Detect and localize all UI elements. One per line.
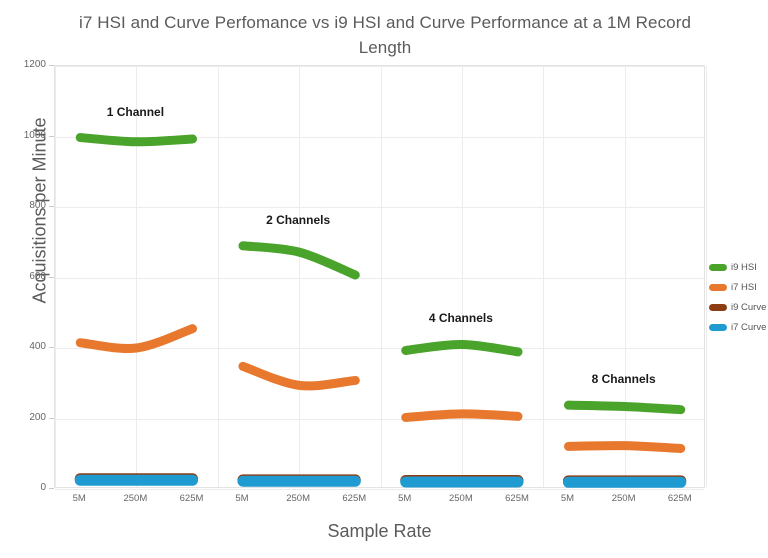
group-label-2-channels: 2 Channels <box>266 212 331 227</box>
series-line-i7-hsi <box>238 361 360 391</box>
gridline-vertical <box>380 66 382 487</box>
y-tick-mark <box>49 276 54 278</box>
group-label-4-channels: 4 Channels <box>428 311 493 326</box>
series-line-i7-hsi <box>75 324 198 353</box>
y-tick-mark <box>49 347 54 348</box>
x-tick-label: 5M <box>72 493 86 504</box>
x-tick-label: 250M <box>286 493 310 504</box>
gridline-horizontal <box>55 277 704 279</box>
y-tick-label: 1200 <box>23 59 46 70</box>
gridline-horizontal <box>55 207 704 208</box>
x-tick-label: 250M <box>448 493 473 504</box>
group-label-1-channel: 1 Channel <box>106 104 165 119</box>
x-tick-label: 625M <box>342 493 367 504</box>
legend-label: i9 HSI <box>731 261 757 273</box>
legend-item-i9-curve[interactable]: i9 Curve <box>709 298 767 316</box>
series-line-i9-hsi <box>75 133 198 147</box>
gridline-vertical <box>543 66 545 487</box>
x-tick-label: 250M <box>123 493 148 504</box>
series-layer <box>74 133 687 488</box>
y-tick-label: 200 <box>29 411 46 423</box>
chart-legend: i9 HSI i7 HSI i9 Curve i7 Curve <box>709 258 767 338</box>
chart-title: i7 HSI and Curve Perfomance vs i9 HSI an… <box>78 13 692 57</box>
gridline-horizontal <box>55 66 704 67</box>
series-line-i9-hsi <box>563 400 686 415</box>
y-tick-label: 800 <box>29 200 46 211</box>
x-tick-label: 250M <box>611 493 636 504</box>
y-tick-label: 1000 <box>23 129 46 141</box>
group-label-8-channels: 8 Channels <box>591 372 656 387</box>
x-tick-label: 625M <box>505 493 529 504</box>
x-tick-label: 5M <box>235 493 249 504</box>
legend-label: i9 Curve <box>731 301 767 313</box>
legend-swatch-icon <box>709 303 727 311</box>
legend-item-i7-hsi[interactable]: i7 HSI <box>709 278 767 296</box>
gridline-vertical <box>461 66 463 487</box>
y-tick-label: 0 <box>40 482 46 493</box>
legend-swatch-icon <box>709 263 727 271</box>
series-line-i7-hsi <box>563 441 686 453</box>
gridline-vertical <box>624 66 626 487</box>
series-line-i9-hsi <box>238 241 360 280</box>
gridline-horizontal <box>55 489 704 490</box>
y-tick-mark <box>49 488 54 489</box>
legend-label: i7 HSI <box>731 281 757 293</box>
y-tick-mark <box>49 417 54 419</box>
gridline-vertical <box>55 66 56 487</box>
x-tick-label: 5M <box>398 493 412 504</box>
gridline-vertical <box>299 66 301 487</box>
x-axis-title: Sample Rate <box>327 521 432 541</box>
gridline-horizontal <box>55 348 704 349</box>
series-line-i9-hsi <box>401 339 523 357</box>
x-tick-label: 5M <box>560 493 575 504</box>
gridline-horizontal <box>55 136 704 138</box>
y-tick-label: 400 <box>29 341 46 352</box>
gridline-horizontal <box>55 418 704 420</box>
legend-swatch-icon <box>709 283 727 291</box>
legend-item-i9-hsi[interactable]: i9 HSI <box>709 258 767 276</box>
gridline-vertical <box>136 66 138 487</box>
gridline-vertical <box>706 66 707 487</box>
y-tick-label: 600 <box>29 270 46 282</box>
x-tick-label: 625M <box>179 493 204 504</box>
legend-item-i7-curve[interactable]: i7 Curve <box>709 318 767 336</box>
y-tick-mark <box>49 65 54 66</box>
x-tick-label: 625M <box>667 493 692 504</box>
y-tick-mark <box>49 135 54 137</box>
series-line-i7-hsi <box>401 409 523 422</box>
gridline-vertical <box>217 66 219 487</box>
legend-label: i7 Curve <box>731 321 767 333</box>
plot-area <box>54 65 707 490</box>
legend-swatch-icon <box>709 323 727 331</box>
y-tick-mark <box>49 206 54 207</box>
